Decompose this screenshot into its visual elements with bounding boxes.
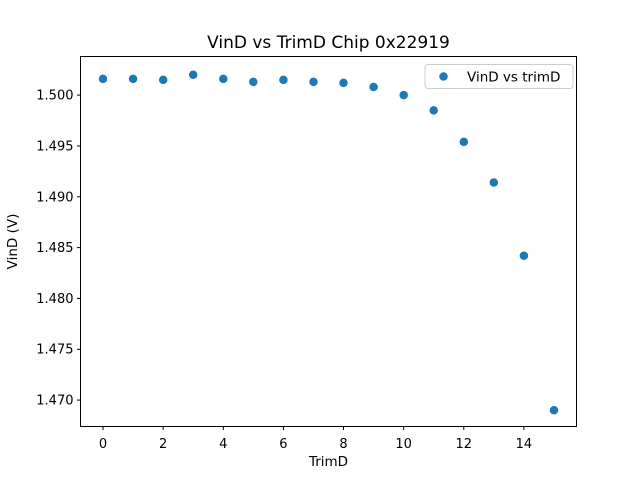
legend-marker-icon: [439, 72, 448, 81]
data-point: [188, 70, 198, 80]
axes-frame: [80, 56, 577, 427]
data-point: [459, 137, 469, 147]
y-axis-label: VinD (V): [5, 214, 21, 270]
x-tick-label: 14: [516, 437, 533, 452]
data-point: [519, 251, 529, 260]
y-tick-label: 1.490: [36, 190, 73, 205]
legend-label: VinD vs trimD: [467, 70, 560, 86]
data-point: [369, 82, 378, 92]
data-point: [549, 405, 559, 415]
data-point: [158, 75, 168, 85]
data-point: [339, 78, 348, 88]
y-tick-label: 1.485: [36, 241, 73, 256]
data-point: [309, 77, 318, 87]
y-tick-label: 1.470: [36, 394, 73, 409]
data-point: [429, 106, 438, 115]
data-point: [249, 77, 258, 87]
plot-area: 0 2 4 6 8 10 12 14 1.500 1.495 1.490 1.485 1.480 1.47…: [36, 56, 577, 452]
chart-title: VinD vs TrimD Chip 0x22919: [207, 33, 450, 53]
x-axis-label: TrimD: [308, 454, 348, 470]
x-tick-label: 6: [279, 437, 287, 452]
y-tick-label: 1.480: [36, 292, 73, 307]
x-tick-label: 2: [159, 437, 167, 452]
data-point: [489, 178, 499, 187]
x-tick-label: 10: [395, 437, 412, 452]
y-tick-label: 1.495: [36, 139, 73, 154]
legend: VinD vs trimD: [424, 64, 574, 89]
data-point: [399, 90, 408, 100]
y-tick-label: 1.475: [36, 343, 73, 358]
x-tick-label: 4: [219, 437, 227, 452]
x-tick-label: 0: [99, 437, 107, 452]
data-point: [98, 74, 108, 84]
legend-box: [424, 64, 574, 89]
data-point: [219, 74, 228, 84]
data-point: [279, 75, 288, 85]
y-tick-label: 1.500: [36, 89, 73, 104]
x-tick-label: 8: [339, 437, 347, 452]
data-point: [128, 74, 138, 84]
x-tick-label: 12: [455, 437, 472, 452]
